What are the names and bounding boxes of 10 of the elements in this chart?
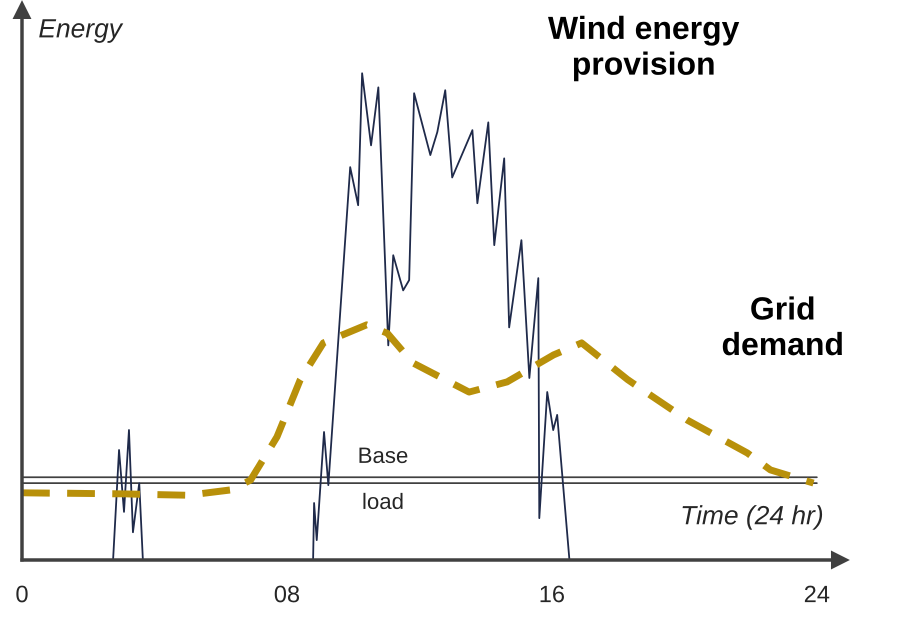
x-tick-label: 0 [16,586,28,602]
ref-line-label: Base [359,448,408,464]
x-tick-label: 08 [274,586,300,602]
x-tick-label: 24 [804,586,830,602]
x-tick-label: 16 [540,586,564,602]
ref-line-label: load [363,492,403,510]
y-axis-title: Energy [39,19,124,43]
text: Wind energy provision [548,16,740,82]
x-axis-title: Time (24 hr) [682,505,822,530]
text: Grid demand [722,296,842,356]
